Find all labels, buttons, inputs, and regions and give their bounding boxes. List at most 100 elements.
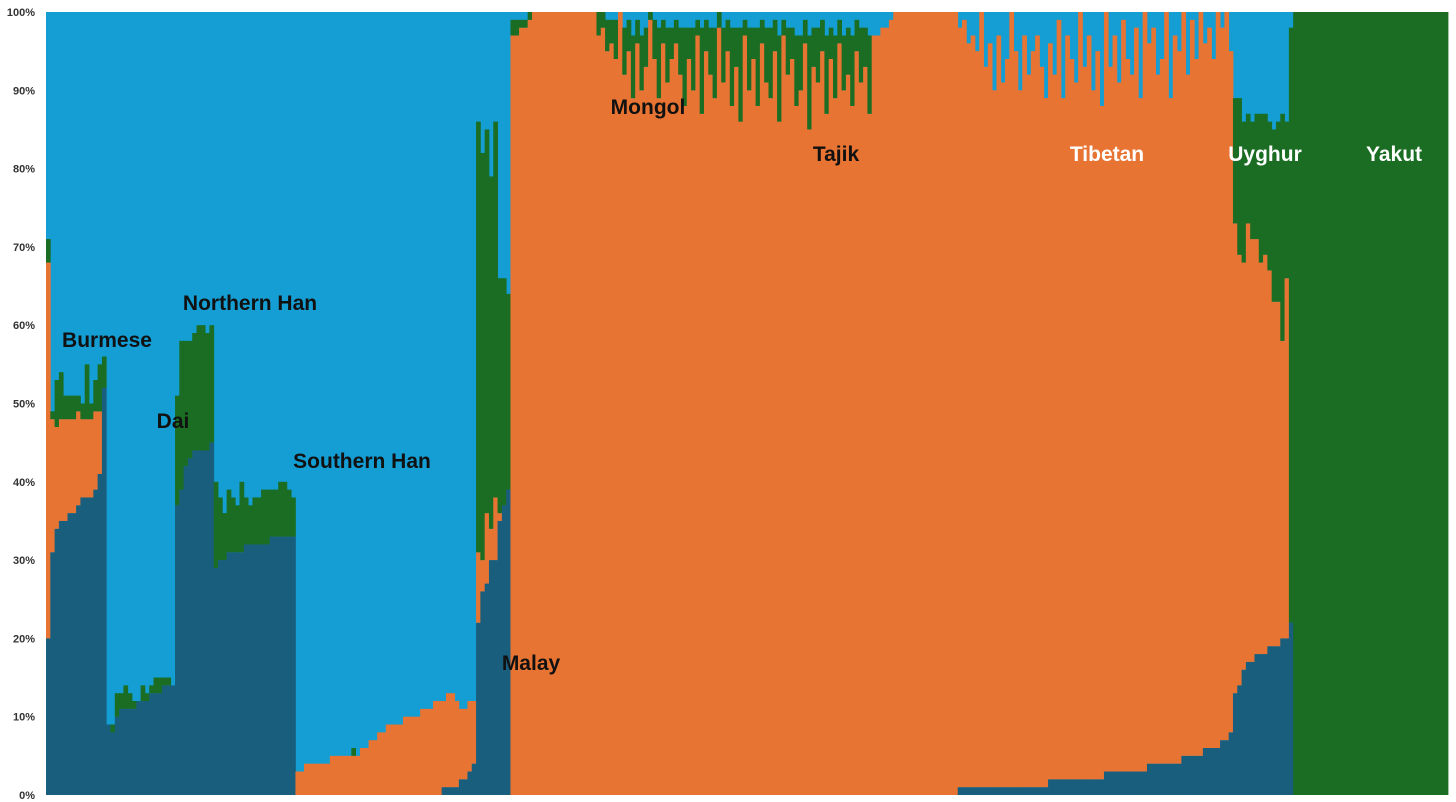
bar-segment-c3 <box>50 411 55 420</box>
bar-segment-c1 <box>1013 787 1019 795</box>
bar-segment-c1 <box>50 552 55 795</box>
bar-segment-c2 <box>566 12 572 795</box>
bar-segment-c2 <box>1116 82 1122 772</box>
bar-segment-c1 <box>101 387 107 795</box>
bar-segment-c2 <box>854 51 860 795</box>
bar-segment-c2 <box>880 27 886 796</box>
bar-segment-c3 <box>1383 12 1389 795</box>
bar-segment-c3 <box>1357 12 1363 795</box>
bar-segment-c2 <box>919 12 924 795</box>
bar-segment-c1 <box>1095 779 1101 795</box>
bar-segment-c3 <box>828 27 834 59</box>
bar-segment-c1 <box>162 685 167 795</box>
bar-segment-c2 <box>936 12 941 795</box>
bar-segment-c3 <box>476 121 481 553</box>
bar-segment-c3 <box>1435 12 1440 795</box>
bar-segment-c1 <box>1172 763 1178 795</box>
bar-segment-c2 <box>76 411 81 506</box>
bar-segment-c2 <box>1228 51 1234 733</box>
population-label: Southern Han <box>293 450 431 473</box>
bar-segment-c3 <box>656 27 662 99</box>
bar-segment-c2 <box>1030 51 1036 788</box>
bar-segment-c1 <box>1017 787 1023 795</box>
bar-segment-c3 <box>157 677 163 694</box>
y-tick-label: 100% <box>7 7 35 19</box>
bar-segment-c3 <box>1258 113 1264 263</box>
bar-segment-c2 <box>549 12 554 795</box>
bar-segment-c2 <box>1043 98 1049 788</box>
bar-segment-c2 <box>1232 223 1238 694</box>
bar-segment-c2 <box>609 43 615 795</box>
bar-segment-c1 <box>1164 763 1169 795</box>
bar-segment-c3 <box>97 364 103 412</box>
bar-segment-c3 <box>691 27 696 91</box>
bar-segment-c1 <box>230 552 236 795</box>
bar-segment-c2 <box>557 12 563 795</box>
population-label: Dai <box>157 410 190 433</box>
bar-segment-c1 <box>80 497 86 795</box>
bar-segment-c2 <box>837 43 843 795</box>
bar-segment-c1 <box>149 693 154 795</box>
bar-segment-c2 <box>1241 262 1247 670</box>
bar-segment-c3 <box>153 677 159 694</box>
bar-segment-c1 <box>1035 787 1040 795</box>
bar-segment-c2 <box>871 35 877 796</box>
bar-segment-c2 <box>1078 12 1083 780</box>
bar-segment-c3 <box>755 27 761 106</box>
bar-segment-c1 <box>484 583 490 795</box>
bar-segment-c1 <box>110 732 116 795</box>
bar-segment-c2 <box>626 51 632 795</box>
bar-segment-c2 <box>321 763 326 795</box>
bar-segment-c2 <box>1065 35 1070 780</box>
bar-segment-c1 <box>1005 787 1010 795</box>
bar-segment-c3 <box>63 395 68 420</box>
bar-segment-c3 <box>725 19 731 52</box>
bar-segment-c2 <box>639 90 645 796</box>
bar-segment-c3 <box>1275 121 1281 302</box>
bar-segment-c3 <box>1310 12 1316 795</box>
bar-segment-c3 <box>213 481 219 568</box>
bar-segment-c1 <box>166 685 172 795</box>
bar-segment-c3 <box>609 19 615 44</box>
bar-segment-c1 <box>46 638 51 795</box>
bar-segment-c1 <box>256 544 262 795</box>
bar-segment-c2 <box>643 66 649 795</box>
bar-segment-c2 <box>433 701 438 795</box>
bar-segment-c2 <box>893 12 898 795</box>
bar-segment-c1 <box>1116 771 1122 795</box>
bar-segment-c3 <box>506 293 511 490</box>
bar-segment-c2 <box>519 27 524 796</box>
bar-segment-c2 <box>888 19 894 795</box>
bar-segment-c1 <box>132 708 137 795</box>
bar-segment-c2 <box>695 35 701 796</box>
bar-segment-c1 <box>252 544 258 795</box>
bar-segment-c2 <box>673 43 679 795</box>
bar-segment-c1 <box>1030 787 1036 795</box>
bar-segment-c2 <box>949 12 954 795</box>
bar-segment-c1 <box>226 552 232 795</box>
bar-segment-c1 <box>136 701 142 795</box>
bar-segment-c3 <box>149 685 154 694</box>
bar-segment-c2 <box>467 701 473 772</box>
bar-segment-c2 <box>544 12 550 795</box>
bar-segment-c3 <box>144 693 150 702</box>
bar-segment-c2 <box>1060 98 1066 780</box>
bar-segment-c2 <box>1082 66 1088 780</box>
bar-segment-c1 <box>205 450 210 795</box>
bar-segment-c2 <box>402 716 408 795</box>
bar-segment-c3 <box>252 497 258 545</box>
bar-segment-c1 <box>157 693 163 795</box>
y-tick-label: 50% <box>13 399 35 411</box>
bar-segment-c2 <box>824 113 830 796</box>
bar-segment-c2 <box>820 51 825 795</box>
bar-segment-c2 <box>996 35 1002 788</box>
bar-segment-c1 <box>71 513 77 795</box>
bar-segment-c1 <box>1194 755 1199 795</box>
bar-segment-c1 <box>1142 771 1148 795</box>
bar-segment-c3 <box>867 35 873 114</box>
bar-segment-c2 <box>691 90 696 796</box>
bar-segment-c2 <box>944 12 950 795</box>
bar-segment-c2 <box>381 732 387 795</box>
bar-segment-c3 <box>1323 12 1328 795</box>
